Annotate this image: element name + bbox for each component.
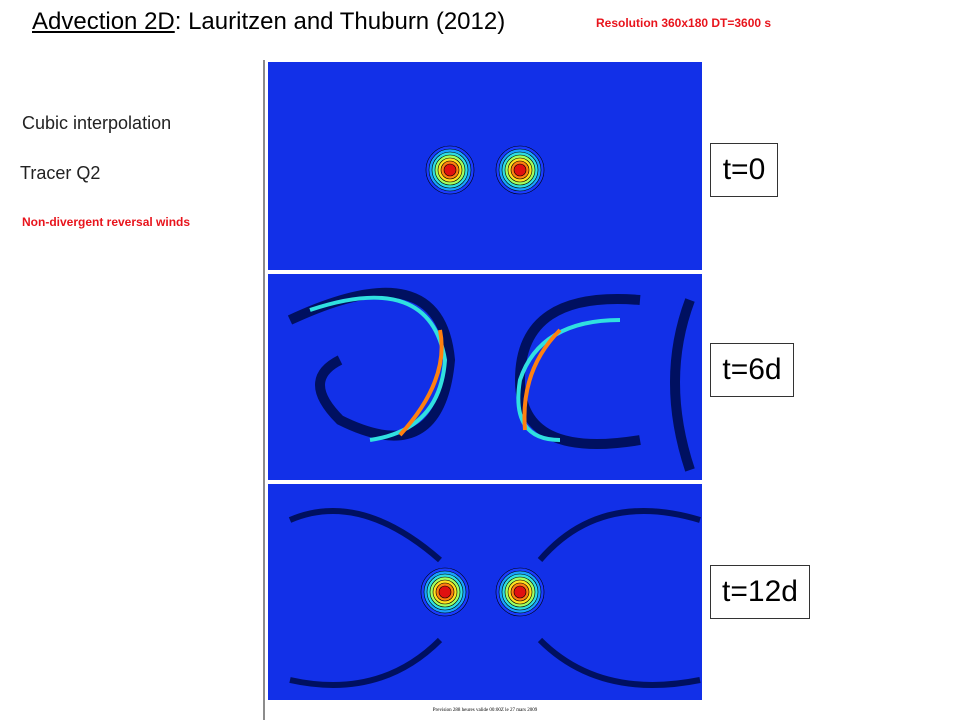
panel-label: t=6d xyxy=(710,343,794,397)
title-underlined: Advection 2D xyxy=(32,8,175,35)
title-rest: : Lauritzen and Thuburn (2012) xyxy=(174,8,506,35)
panel-label: t=0 xyxy=(710,143,778,197)
title: Advection 2D: Lauritzen and Thuburn (201… xyxy=(32,8,505,36)
panel-label: t=12d xyxy=(710,565,810,619)
footer: Prevision 288 heures valide 00:00Z le 27… xyxy=(433,708,538,713)
tracer: Tracer Q2 xyxy=(20,163,101,183)
winds: Non-divergent reversal winds xyxy=(22,215,191,229)
resolution: Resolution 360x180 DT=3600 s xyxy=(596,16,772,30)
method: Cubic interpolation xyxy=(22,113,172,133)
